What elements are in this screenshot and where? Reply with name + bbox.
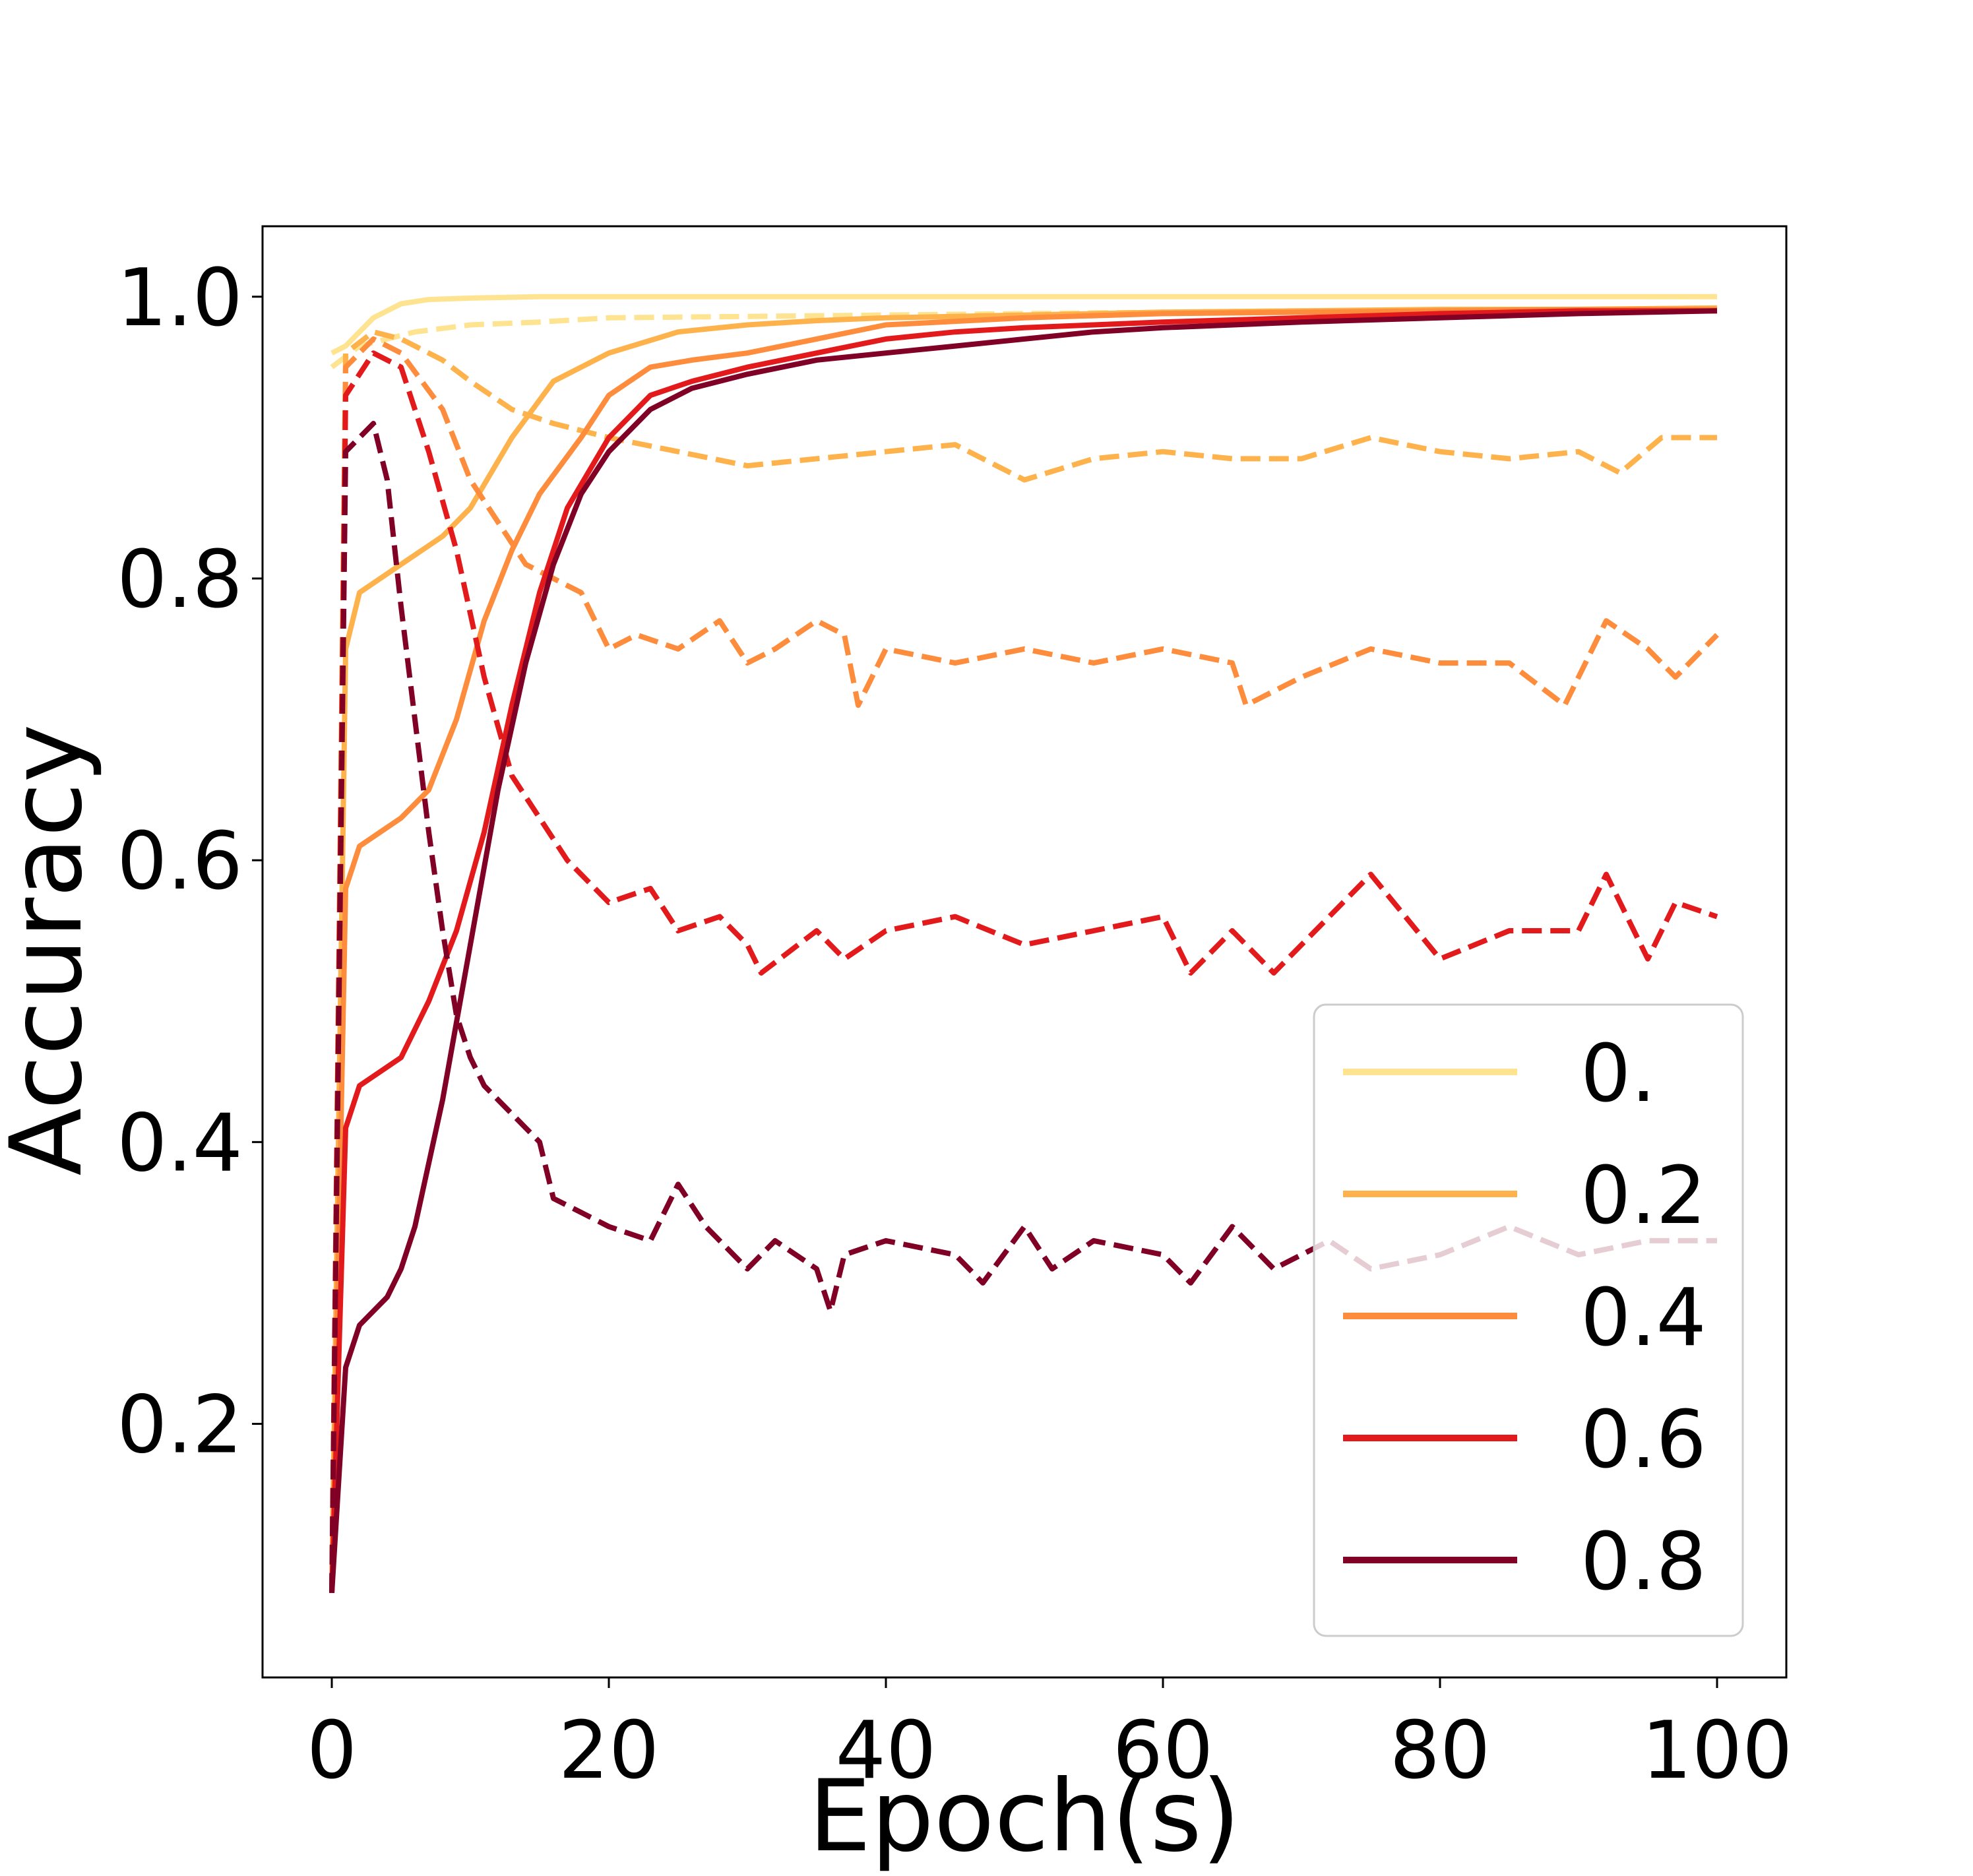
y-tick-label: 0.6 xyxy=(117,816,243,908)
legend-label: 0.6 xyxy=(1581,1394,1707,1486)
legend-label: 0.2 xyxy=(1581,1150,1707,1242)
series-line-0-8-solid-8 xyxy=(329,308,1718,1594)
legend-label: 0.8 xyxy=(1581,1516,1707,1608)
series-line-0-6-solid-6 xyxy=(329,308,1717,1593)
x-tick-label: 100 xyxy=(1641,1705,1792,1797)
legend-entries: 0. 0.2 0.4 0.6 0.8 xyxy=(1343,1028,1707,1608)
y-tick-label: 0.4 xyxy=(117,1098,243,1189)
series-line-0-4-solid-4 xyxy=(329,307,1717,1593)
legend-label: 0.4 xyxy=(1581,1272,1707,1364)
x-tick-label: 20 xyxy=(559,1705,660,1797)
series-line-0-4-dashed-5 xyxy=(329,336,1719,1593)
legend-label: 0. xyxy=(1581,1028,1656,1120)
y-tick-label: 0.8 xyxy=(117,534,243,626)
x-tick-label: 60 xyxy=(1113,1705,1214,1797)
x-tick-label: 40 xyxy=(836,1705,937,1797)
plot-frame xyxy=(261,225,1788,1679)
series-line-0-dashed-1 xyxy=(330,305,1718,369)
y-axis-label: Accuracy xyxy=(0,724,104,1176)
y-tick-label: 0.2 xyxy=(117,1380,243,1472)
legend: 0. 0.2 0.4 0.6 0.8 xyxy=(1313,1003,1744,1637)
x-tick-label: 0 xyxy=(307,1705,357,1797)
y-tick-label: 1.0 xyxy=(117,253,243,344)
x-axis-ticks: 0 20 40 60 80 100 xyxy=(307,1677,1793,1797)
series-line-0-8-dashed-9 xyxy=(329,421,1717,1593)
x-axis-label: Epoch(s) xyxy=(809,1759,1241,1874)
y-axis-ticks: 0.2 0.4 0.6 0.8 1.0 xyxy=(117,253,263,1472)
series-layer xyxy=(329,294,1719,1594)
legend-box xyxy=(1313,1003,1744,1637)
series-line-0-solid-0 xyxy=(330,294,1717,356)
series-line-0-2-dashed-3 xyxy=(329,329,1717,1593)
x-tick-label: 80 xyxy=(1390,1705,1491,1797)
